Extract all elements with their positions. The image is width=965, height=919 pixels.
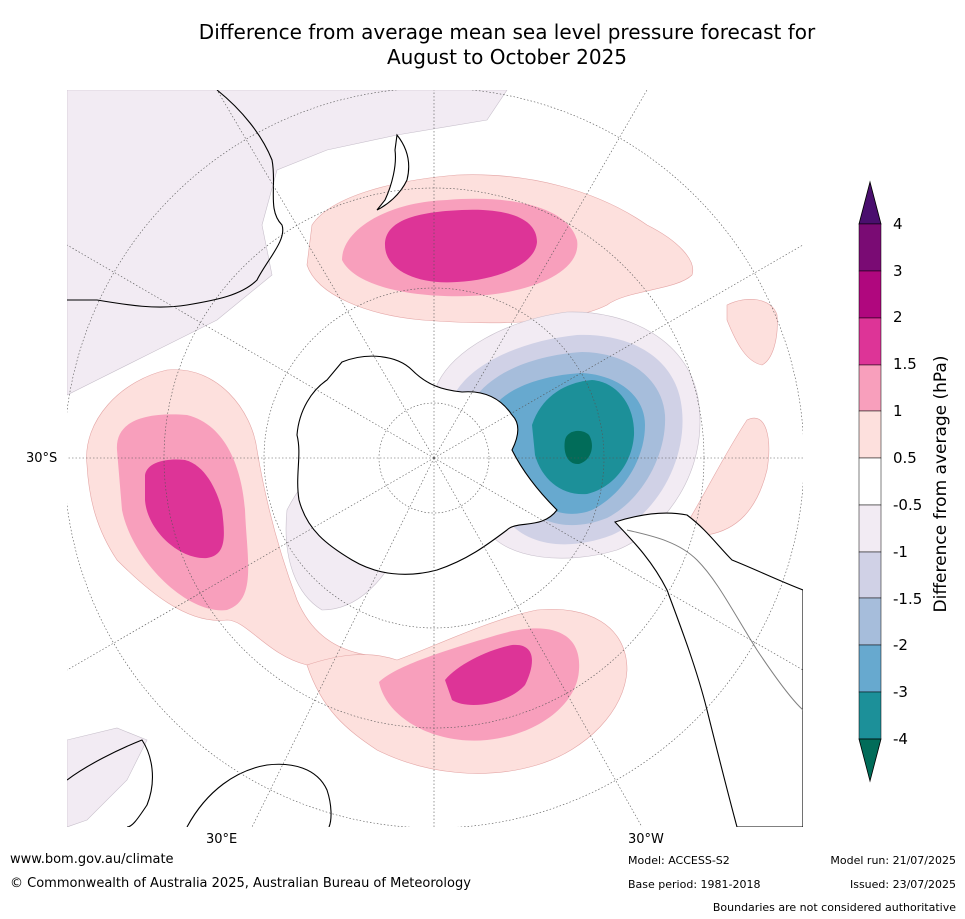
graticule [67, 90, 803, 827]
colorbar-tick: -1.5 [893, 590, 923, 608]
colorbar-band [858, 597, 882, 646]
base-period: Base period: 1981-2018 [628, 878, 761, 891]
colorbar-tick: 1 [893, 402, 903, 420]
model-run-date: Model run: 21/07/2025 [830, 854, 956, 867]
colorbar-tick: -0.5 [893, 496, 923, 514]
colorbar-tick: -3 [893, 683, 908, 701]
colorbar-extension-top [858, 180, 882, 225]
south-america-coastline [613, 512, 803, 827]
colorbar-tick: 0.5 [893, 449, 917, 467]
colorbar [858, 180, 882, 783]
anomaly-region-africa [67, 727, 148, 827]
colorbar-band [858, 457, 882, 506]
colorbar-title: Difference from average (hPa) [931, 355, 951, 613]
title-line-1: Difference from average mean sea level p… [198, 20, 816, 44]
longitude-label-30e: 30°E [206, 832, 238, 847]
colorbar-band [858, 691, 882, 740]
boundary-disclaimer: Boundaries are not considered authoritat… [712, 901, 956, 914]
latitude-label: 30°S [26, 451, 58, 466]
new-zealand-coastline [376, 133, 410, 211]
antarctica-coastline [296, 355, 558, 575]
polar-pressure-anomaly-map [67, 90, 803, 827]
map-title: Difference from average mean sea level p… [0, 20, 965, 70]
colorbar-tick: 3 [893, 262, 903, 280]
colorbar-band [858, 644, 882, 693]
website-link[interactable]: www.bom.gov.au/climate [10, 852, 174, 867]
colorbar-band [858, 317, 882, 366]
colorbar-band [858, 364, 882, 412]
australia-coastline [67, 90, 284, 308]
colorbar-band [858, 223, 882, 272]
longitude-label-30w: 30°W [628, 832, 664, 847]
colorbar-tick: 2 [893, 308, 903, 326]
colorbar-tick: -4 [893, 730, 908, 748]
colorbar-tick: 4 [893, 215, 903, 233]
colorbar-tick: -2 [893, 636, 908, 654]
colorbar-tick: 1.5 [893, 355, 917, 373]
colorbar-band [858, 270, 882, 319]
colorbar-band [858, 410, 882, 459]
model-name: Model: ACCESS-S2 [628, 854, 730, 867]
issued-date: Issued: 23/07/2025 [849, 878, 956, 891]
title-line-2: August to October 2025 [386, 45, 628, 69]
africa-coastline [67, 739, 153, 827]
colorbar-tick: -1 [893, 543, 908, 561]
copyright-text: © Commonwealth of Australia 2025, Austra… [10, 876, 471, 891]
colorbar-extension-bottom [858, 738, 882, 783]
colorbar-band [858, 551, 882, 599]
anomaly-region-australia [67, 90, 508, 396]
colorbar-band [858, 504, 882, 553]
